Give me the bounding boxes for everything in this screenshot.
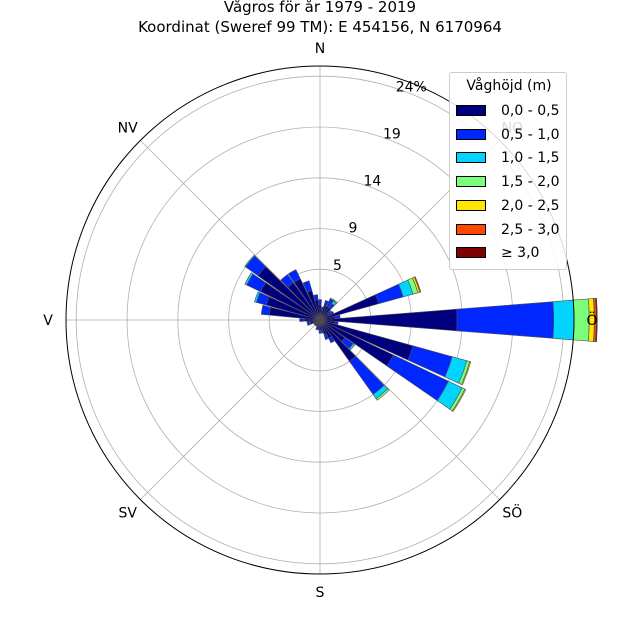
legend-swatch (456, 105, 486, 116)
windrose-bar (244, 254, 256, 268)
legend-item: 1,0 - 1,5 (456, 149, 566, 167)
windrose-bar (328, 336, 335, 344)
windrose-bar (280, 274, 294, 288)
windrose-bars (244, 254, 598, 412)
windrose-bar (302, 280, 313, 293)
legend-swatch (456, 247, 486, 258)
windrose-bar (320, 329, 324, 334)
grid-spoke (140, 319, 321, 500)
legend-item: 2,5 - 3,0 (456, 221, 566, 239)
windrose-bar (451, 388, 467, 412)
windrose-bar (299, 318, 306, 322)
windrose-bar (552, 299, 575, 341)
windrose-bar (461, 361, 472, 386)
radial-tick-label: 9 (349, 221, 358, 237)
legend-item: 0,5 - 1,0 (456, 126, 566, 144)
legend-swatch (456, 176, 486, 187)
windrose-bar (328, 309, 333, 313)
windrose-bar (287, 269, 301, 283)
direction-label: V (43, 313, 53, 329)
windrose-bar (260, 304, 272, 316)
legend-item: 2,0 - 2,5 (456, 197, 566, 215)
windrose-bar (456, 301, 555, 339)
legend-item: 0,0 - 0,5 (456, 102, 566, 120)
radial-tick-label: 24% (396, 80, 427, 96)
windrose-bar (333, 299, 338, 304)
chart-title: Vågros för år 1979 - 2019 (223, 0, 417, 16)
legend-swatch (456, 129, 486, 140)
radial-tick-label: 14 (363, 174, 381, 190)
legend-swatch (456, 200, 486, 211)
windrose-bar (318, 329, 322, 334)
direction-label: SÖ (502, 503, 522, 521)
legend: Våghöjd (m) 0,0 - 0,5 0,5 - 1,0 1,0 - 1,… (449, 72, 567, 270)
polar-frame-circle (65, 65, 575, 575)
direction-label: NV (118, 121, 138, 137)
legend-label: 2,0 - 2,5 (501, 198, 560, 214)
windrose-bar (244, 272, 254, 286)
legend-label: 2,5 - 3,0 (501, 222, 560, 238)
legend-label: ≥ 3,0 (501, 245, 540, 261)
legend-label: 1,0 - 1,5 (501, 150, 560, 166)
windrose-bar (595, 297, 598, 343)
windrose-bar (313, 294, 319, 301)
chart-subtitle: Koordinat (Sweref 99 TM): E 454156, N 61… (138, 18, 502, 36)
windrose-bar (254, 291, 261, 303)
windrose-bar (329, 297, 335, 302)
grid-spoke (140, 140, 321, 321)
legend-label: 1,5 - 2,0 (501, 174, 560, 190)
legend-title: Våghöjd (m) (466, 78, 552, 94)
radial-tick-label: 5 (333, 258, 342, 274)
windrose-bar (375, 283, 404, 305)
windrose-bar (413, 276, 422, 293)
legend-label: 0,5 - 1,0 (501, 127, 560, 143)
windrose-bar (348, 343, 356, 351)
legend-swatch (456, 224, 486, 235)
direction-label: Ö (586, 311, 597, 329)
legend-label: 0,0 - 0,5 (501, 103, 560, 119)
legend-swatch (456, 152, 486, 163)
legend-item: ≥ 3,0 (456, 244, 566, 262)
radial-tick-label: 19 (383, 127, 401, 143)
windrose-bar (318, 299, 322, 306)
windrose-bar (323, 333, 329, 340)
direction-label: SV (118, 505, 137, 521)
windrose-bar (323, 300, 329, 307)
legend-item: 1,5 - 2,0 (456, 173, 566, 191)
windrose-bar (375, 388, 390, 401)
direction-label: N (315, 41, 325, 57)
windrose-bar (315, 327, 319, 331)
windrose-bar (349, 355, 385, 395)
direction-label: S (316, 585, 325, 601)
grid-spoke (319, 319, 500, 500)
windrose-bar (334, 314, 341, 319)
polar-frame (65, 65, 575, 575)
